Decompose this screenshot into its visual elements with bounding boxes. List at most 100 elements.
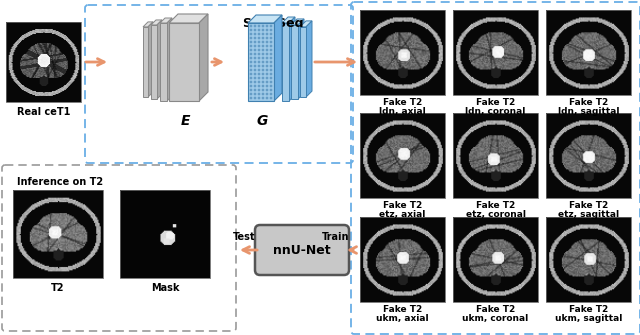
Circle shape <box>270 69 272 71</box>
Circle shape <box>259 45 260 47</box>
Text: E: E <box>180 114 189 128</box>
Circle shape <box>259 89 260 91</box>
Circle shape <box>254 69 256 71</box>
Circle shape <box>259 85 260 87</box>
Bar <box>291 25 298 99</box>
Circle shape <box>270 41 272 43</box>
Polygon shape <box>143 22 153 27</box>
Circle shape <box>262 69 264 71</box>
Circle shape <box>266 89 268 91</box>
Polygon shape <box>148 22 153 97</box>
Circle shape <box>270 45 272 47</box>
Circle shape <box>250 45 252 47</box>
Bar <box>160 23 167 101</box>
Circle shape <box>250 57 252 59</box>
Circle shape <box>262 73 264 75</box>
Circle shape <box>254 37 256 39</box>
Circle shape <box>266 37 268 39</box>
Circle shape <box>266 65 268 67</box>
Circle shape <box>266 25 268 27</box>
Circle shape <box>266 77 268 79</box>
Text: etz, coronal: etz, coronal <box>465 210 525 219</box>
Circle shape <box>270 77 272 79</box>
Circle shape <box>250 85 252 87</box>
Text: Inference on T2: Inference on T2 <box>17 177 103 187</box>
Circle shape <box>259 53 260 55</box>
Circle shape <box>254 41 256 43</box>
Text: Fake T2: Fake T2 <box>569 305 608 314</box>
Circle shape <box>262 89 264 91</box>
Circle shape <box>250 81 252 83</box>
Text: Fake T2: Fake T2 <box>476 98 515 107</box>
Circle shape <box>254 93 256 95</box>
Circle shape <box>266 49 268 51</box>
Circle shape <box>262 85 264 87</box>
Circle shape <box>254 85 256 87</box>
Text: G: G <box>256 114 268 128</box>
Circle shape <box>254 25 256 27</box>
Bar <box>151 25 157 99</box>
Circle shape <box>250 61 252 63</box>
Circle shape <box>259 93 260 95</box>
Circle shape <box>270 97 272 99</box>
Circle shape <box>266 57 268 59</box>
Circle shape <box>262 97 264 99</box>
Polygon shape <box>199 14 208 101</box>
Circle shape <box>259 61 260 63</box>
Polygon shape <box>291 19 304 25</box>
Circle shape <box>270 29 272 31</box>
Bar <box>248 23 274 101</box>
Circle shape <box>262 33 264 35</box>
Circle shape <box>250 97 252 99</box>
Circle shape <box>262 41 264 43</box>
Circle shape <box>270 33 272 35</box>
Circle shape <box>266 29 268 31</box>
Circle shape <box>266 53 268 55</box>
Circle shape <box>254 77 256 79</box>
Circle shape <box>259 73 260 75</box>
Circle shape <box>262 57 264 59</box>
Circle shape <box>254 57 256 59</box>
Text: Train: Train <box>321 232 349 242</box>
Bar <box>546 217 631 302</box>
Circle shape <box>250 65 252 67</box>
Circle shape <box>270 61 272 63</box>
FancyBboxPatch shape <box>255 225 349 275</box>
Bar <box>120 190 210 278</box>
Polygon shape <box>169 14 208 23</box>
Circle shape <box>270 65 272 67</box>
Circle shape <box>259 69 260 71</box>
Circle shape <box>250 49 252 51</box>
Text: ldn, sagittal: ldn, sagittal <box>557 107 620 116</box>
Circle shape <box>266 41 268 43</box>
Circle shape <box>259 37 260 39</box>
Bar <box>453 113 538 198</box>
Polygon shape <box>151 20 162 25</box>
Circle shape <box>254 53 256 55</box>
Circle shape <box>270 81 272 83</box>
Text: ukm, sagittal: ukm, sagittal <box>555 314 622 323</box>
Circle shape <box>254 97 256 99</box>
Polygon shape <box>298 19 304 99</box>
Circle shape <box>266 61 268 63</box>
Circle shape <box>250 69 252 71</box>
Text: etz, axial: etz, axial <box>380 210 426 219</box>
Bar <box>360 113 445 198</box>
Text: ukm, axial: ukm, axial <box>376 314 429 323</box>
Text: Real ceT1: Real ceT1 <box>17 107 70 117</box>
Text: ukm, coronal: ukm, coronal <box>462 314 529 323</box>
Circle shape <box>259 49 260 51</box>
Polygon shape <box>306 21 312 97</box>
Circle shape <box>262 29 264 31</box>
Circle shape <box>250 89 252 91</box>
Bar <box>6 22 81 102</box>
Circle shape <box>259 81 260 83</box>
Text: Seq2Seq: Seq2Seq <box>243 17 304 30</box>
Circle shape <box>259 25 260 27</box>
Text: etz, sagittal: etz, sagittal <box>558 210 619 219</box>
Circle shape <box>270 89 272 91</box>
Text: Fake T2: Fake T2 <box>476 201 515 210</box>
Bar <box>453 10 538 95</box>
Text: Test: Test <box>232 232 255 242</box>
Text: Fake T2: Fake T2 <box>476 305 515 314</box>
